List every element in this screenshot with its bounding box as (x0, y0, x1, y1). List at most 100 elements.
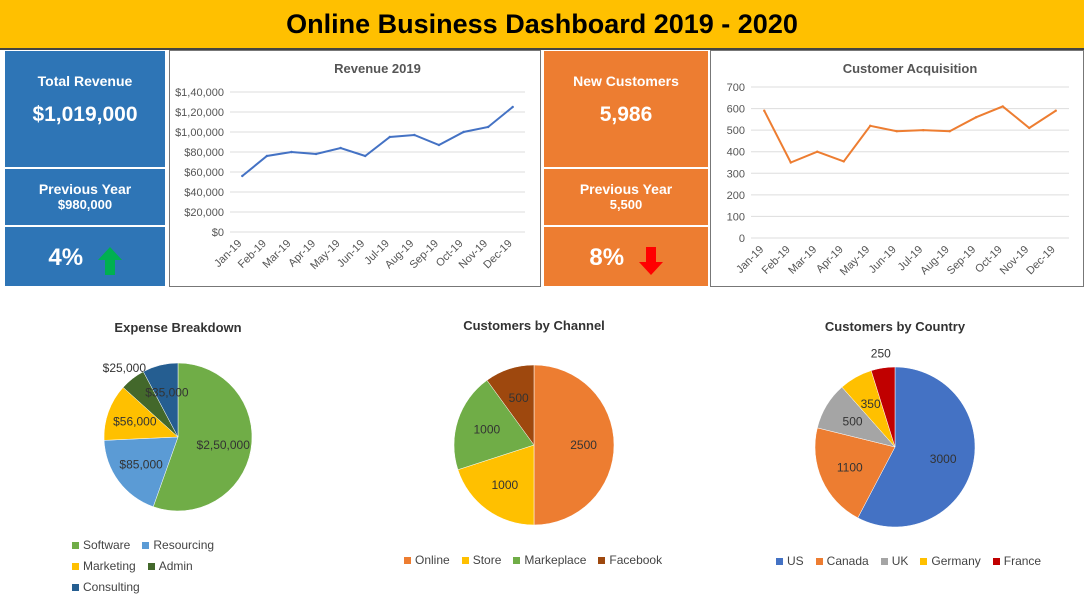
legend-swatch (513, 557, 521, 564)
dashboard-title: Online Business Dashboard 2019 - 2020 (0, 0, 1084, 50)
legend-label: Admin (158, 559, 193, 573)
y-tick-label: 300 (727, 168, 745, 180)
pie-slice-markeplace (453, 379, 535, 471)
pie-slice-consulting (142, 362, 179, 438)
y-tick-label: $1,00,000 (175, 127, 224, 139)
revenue-prev-value: $980,000 (57, 197, 113, 212)
x-tick-label: Dec-19 (1024, 244, 1058, 278)
legend-label: France (1003, 554, 1042, 568)
x-tick-label: Aug-19 (918, 244, 952, 278)
data-label: 350 (861, 397, 881, 411)
legend-label: Markeplace (524, 553, 587, 567)
country-pie-chart: Customers by Country 3000 1100 500 350 250 (814, 319, 976, 528)
legend-swatch (880, 558, 888, 565)
legend-item: UK (880, 554, 909, 568)
legend-swatch (992, 558, 1000, 565)
legend-item: Consulting (72, 577, 140, 598)
chart-title: Customer Acquisition (843, 61, 978, 76)
legend-label: Germany (931, 554, 981, 568)
expense-legend: Software Resourcing Marketing Admin Consulti… (72, 535, 272, 598)
y-tick-label: $1,40,000 (175, 87, 224, 99)
new-customers-label: New Customers (573, 73, 679, 89)
legend-swatch (598, 557, 606, 564)
legend-item: Resourcing (142, 535, 214, 556)
y-tick-label: $80,000 (184, 147, 224, 159)
data-label: $2,50,000 (197, 438, 251, 452)
chart-title: Customers by Channel (463, 318, 605, 333)
pie-slice-store (457, 444, 535, 526)
y-tick-label: $60,000 (184, 167, 224, 179)
x-tick-label: Nov-19 (998, 244, 1032, 278)
expense-pie-chart: Expense Breakdown $2,50,000 $85,000 $56,000… (103, 320, 253, 512)
legend-swatch (72, 584, 79, 591)
pie-slice-online (533, 364, 615, 526)
data-label: 500 (509, 391, 529, 405)
legend-swatch (147, 563, 155, 570)
legend-label: Facebook (609, 553, 663, 567)
legend-label: Canada (826, 554, 869, 568)
customer-acquisition-line-chart: Customer Acquisition 0 100 200 300 400 500 600 7… (710, 50, 1084, 287)
x-tick-label: Sep-19 (945, 244, 979, 278)
revenue-line-chart: Revenue 2019 $0 $20,000 $40,000 $60,000 $80,0… (169, 50, 541, 287)
channel-pie-chart: Customers by Channel 2500 1000 1000 500 (453, 318, 615, 526)
y-tick-label: 700 (727, 82, 745, 94)
legend-label: Consulting (83, 580, 140, 594)
data-label: 500 (843, 414, 863, 428)
legend-swatch (72, 563, 79, 570)
legend-label: UK (891, 554, 909, 568)
y-tick-label: 0 (739, 233, 745, 245)
chart-title: Expense Breakdown (114, 320, 241, 335)
legend-item: Canada (815, 554, 869, 568)
data-label: 1000 (473, 423, 500, 437)
customers-previous-year-card: Previous Year 5,500 (543, 168, 709, 226)
legend-item: Online (404, 553, 450, 567)
pie-slice-resourcing (103, 436, 179, 508)
legend-label: Resourcing (153, 538, 215, 552)
channel-legend: Online Store Markeplace Facebook (404, 553, 674, 567)
pie-slice-france (870, 366, 896, 448)
revenue-change-card: 4% (4, 226, 166, 287)
revenue-prev-label: Previous Year (38, 181, 132, 197)
customers-change-value: 8% (589, 244, 625, 271)
total-revenue-label: Total Revenue (37, 73, 133, 89)
legend-item: Software (72, 535, 130, 556)
data-label: 3000 (930, 452, 957, 466)
customers-prev-label: Previous Year (579, 181, 673, 197)
total-revenue-value: $1,019,000 (32, 103, 138, 126)
data-label: 1100 (837, 460, 863, 474)
legend-swatch (142, 542, 150, 549)
legend-swatch (72, 542, 79, 549)
arrow-down-icon (638, 246, 663, 275)
arrow-up-icon (97, 246, 122, 275)
y-tick-label: $0 (212, 227, 224, 239)
legend-item: Markeplace (513, 553, 586, 567)
y-tick-label: $1,20,000 (175, 107, 224, 119)
y-tick-label: $20,000 (184, 207, 224, 219)
new-customers-value: 5,986 (599, 103, 653, 126)
chart-title: Customers by Country (825, 319, 966, 334)
y-tick-label: 600 (727, 104, 745, 116)
legend-swatch (404, 557, 411, 564)
total-revenue-card: Total Revenue $1,019,000 (4, 50, 166, 168)
legend-item: US (776, 554, 804, 568)
legend-item: Germany (920, 554, 981, 568)
x-tick-label: Mar-19 (786, 244, 819, 277)
legend-label: Marketing (83, 559, 136, 573)
chart-title: Revenue 2019 (334, 61, 421, 76)
legend-swatch (776, 558, 783, 565)
pie-slice-marketing (103, 387, 179, 441)
legend-label: Store (472, 553, 502, 567)
data-label: $85,000 (119, 457, 163, 471)
x-tick-label: Jun-19 (867, 244, 899, 276)
revenue-previous-year-card: Previous Year $980,000 (4, 168, 166, 226)
y-tick-label: 400 (727, 147, 745, 159)
country-legend: US Canada UK Germany France (776, 554, 1053, 568)
legend-label: US (787, 554, 804, 568)
legend-item: Store (461, 553, 502, 567)
legend-label: Software (83, 538, 131, 552)
legend-label: Online (415, 553, 450, 567)
new-customers-card: New Customers 5,986 (543, 50, 709, 168)
pie-slice-canada (814, 427, 896, 519)
data-label: $25,000 (103, 361, 147, 375)
pie-slice-facebook (486, 364, 535, 446)
